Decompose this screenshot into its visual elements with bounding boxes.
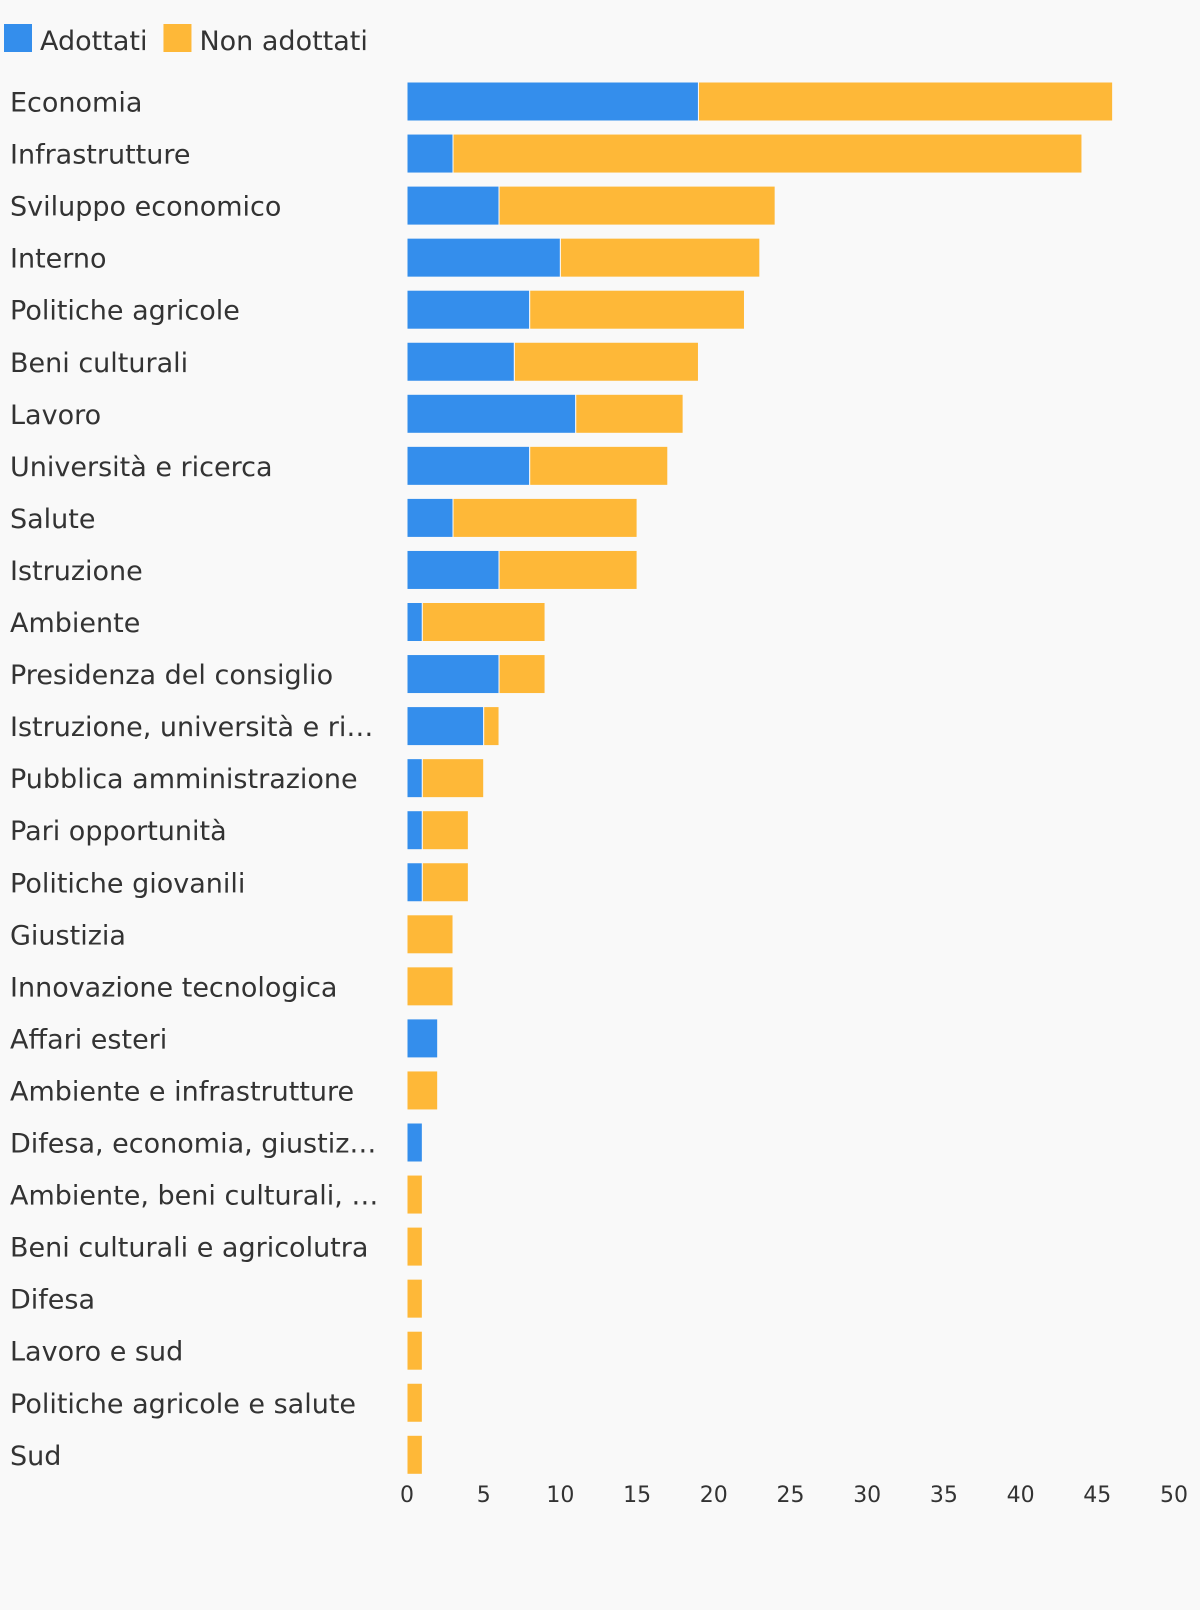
category-label: Sviluppo economico bbox=[10, 192, 281, 223]
category-label: Infrastrutture bbox=[10, 140, 191, 171]
bar-non-adottati-istruzione-universita-e-ri bbox=[483, 706, 500, 747]
bar-adottati-affari-esteri bbox=[406, 1018, 439, 1059]
bar-non-adottati-sud bbox=[406, 1434, 423, 1475]
bar-adottati-salute bbox=[406, 497, 454, 538]
x-tick-label: 0 bbox=[400, 1483, 414, 1508]
legend: Adottati Non adottati bbox=[4, 24, 368, 57]
x-tick-label: 30 bbox=[853, 1483, 881, 1508]
category-label: Giustizia bbox=[10, 920, 126, 951]
bar-non-adottati-beni-culturali-e-agricolutra bbox=[406, 1226, 423, 1267]
x-tick-label: 15 bbox=[623, 1483, 651, 1508]
x-tick-label: 5 bbox=[477, 1483, 491, 1508]
x-tick-label: 50 bbox=[1160, 1483, 1188, 1508]
bar-non-adottati-ambiente bbox=[421, 602, 546, 642]
bar-non-adottati-innovazione-tecnologica bbox=[406, 966, 454, 1007]
bar-non-adottati-sviluppo-economico bbox=[498, 185, 776, 226]
bar-adottati-pari-opportunita bbox=[406, 810, 423, 851]
bar-non-adottati-beni-culturali bbox=[513, 341, 699, 382]
bar-adottati-istruzione-universita-e-ri bbox=[406, 706, 485, 747]
bar-non-adottati-pubblica-amministrazione bbox=[421, 758, 485, 799]
bar-non-adottati-politiche-agricole-e-salute bbox=[406, 1382, 423, 1423]
x-axis: 0 5 10 15 20 25 30 35 40 45 50 bbox=[400, 1483, 1188, 1508]
category-label: Ambiente bbox=[10, 608, 140, 639]
bar-adottati-pubblica-amministrazione bbox=[406, 758, 423, 799]
bar-non-adottati-pari-opportunita bbox=[421, 810, 469, 851]
bar-adottati-infrastrutture bbox=[406, 133, 454, 174]
bar-adottati-sviluppo-economico bbox=[406, 185, 500, 226]
bar-adottati-politiche-giovanili bbox=[406, 862, 423, 903]
category-label: Difesa, economia, giustiz… bbox=[10, 1129, 376, 1160]
bars bbox=[406, 81, 1114, 1475]
category-label: Istruzione, università e ri… bbox=[10, 712, 373, 743]
category-label: Beni culturali e agricolutra bbox=[10, 1233, 368, 1264]
bar-non-adottati-politiche-agricole bbox=[529, 289, 745, 330]
category-label: Interno bbox=[10, 244, 107, 275]
category-label: Ambiente, beni culturali, … bbox=[10, 1181, 378, 1212]
bar-non-adottati-istruzione bbox=[498, 549, 638, 590]
category-label: Presidenza del consiglio bbox=[10, 660, 333, 691]
bar-adottati-economia bbox=[406, 81, 699, 122]
category-label: Innovazione tecnologica bbox=[10, 972, 337, 1003]
bar-adottati-presidenza-del-consiglio bbox=[406, 654, 500, 695]
legend-label-adottati: Adottati bbox=[40, 26, 147, 57]
category-label: Università e ricerca bbox=[10, 452, 273, 483]
category-label: Pari opportunità bbox=[10, 816, 227, 847]
category-label: Economia bbox=[10, 88, 142, 119]
x-tick-label: 35 bbox=[930, 1483, 958, 1508]
category-label: Lavoro bbox=[10, 400, 101, 431]
category-label: Beni culturali bbox=[10, 348, 188, 379]
bar-non-adottati-giustizia bbox=[406, 914, 454, 955]
x-tick-label: 40 bbox=[1007, 1483, 1035, 1508]
category-label: Politiche giovanili bbox=[10, 868, 245, 899]
category-label: Ambiente e infrastrutture bbox=[10, 1076, 354, 1107]
category-label: Pubblica amministrazione bbox=[10, 764, 358, 795]
x-tick-label: 20 bbox=[700, 1483, 728, 1508]
category-label: Politiche agricole e salute bbox=[10, 1389, 356, 1420]
category-label: Istruzione bbox=[10, 556, 143, 587]
category-label: Politiche agricole bbox=[10, 296, 240, 327]
bar-non-adottati-economia bbox=[697, 81, 1114, 122]
bar-non-adottati-lavoro-e-sud bbox=[406, 1330, 423, 1371]
bar-non-adottati-politiche-giovanili bbox=[421, 862, 469, 903]
x-tick-label: 10 bbox=[546, 1483, 574, 1508]
x-tick-label: 25 bbox=[777, 1483, 805, 1508]
category-label: Lavoro e sud bbox=[10, 1337, 183, 1368]
bar-adottati-politiche-agricole bbox=[406, 289, 531, 330]
bar-adottati-ambiente bbox=[406, 602, 423, 642]
bar-adottati-universita-e-ricerca bbox=[406, 445, 531, 486]
bar-adottati-beni-culturali bbox=[406, 341, 515, 382]
legend-label-non-adottati: Non adottati bbox=[199, 26, 367, 57]
bar-non-adottati-infrastrutture bbox=[452, 133, 1083, 174]
legend-swatch-non-adottati bbox=[163, 24, 192, 52]
bar-adottati-lavoro bbox=[406, 393, 577, 434]
category-label: Affari esteri bbox=[10, 1024, 167, 1055]
bar-adottati-interno bbox=[406, 237, 561, 278]
bar-adottati-difesa-economia-giustiz bbox=[406, 1122, 423, 1163]
category-labels: Economia Infrastrutture Sviluppo economico… bbox=[10, 88, 378, 1472]
bar-non-adottati-ambiente-beni-culturali bbox=[406, 1174, 423, 1215]
bar-non-adottati-lavoro bbox=[575, 393, 684, 434]
bar-non-adottati-presidenza-del-consiglio bbox=[498, 654, 546, 695]
bar-non-adottati-interno bbox=[559, 237, 761, 278]
bar-non-adottati-universita-e-ricerca bbox=[529, 445, 669, 486]
category-label: Sud bbox=[10, 1441, 61, 1472]
category-label: Difesa bbox=[10, 1285, 95, 1316]
bar-non-adottati-difesa bbox=[406, 1278, 423, 1319]
bar-adottati-istruzione bbox=[406, 549, 500, 590]
bar-non-adottati-ambiente-e-infrastrutture bbox=[406, 1070, 439, 1111]
bar-non-adottati-salute bbox=[452, 497, 638, 538]
x-tick-label: 45 bbox=[1083, 1483, 1111, 1508]
category-label: Salute bbox=[10, 504, 96, 535]
legend-swatch-adottati bbox=[4, 24, 32, 52]
